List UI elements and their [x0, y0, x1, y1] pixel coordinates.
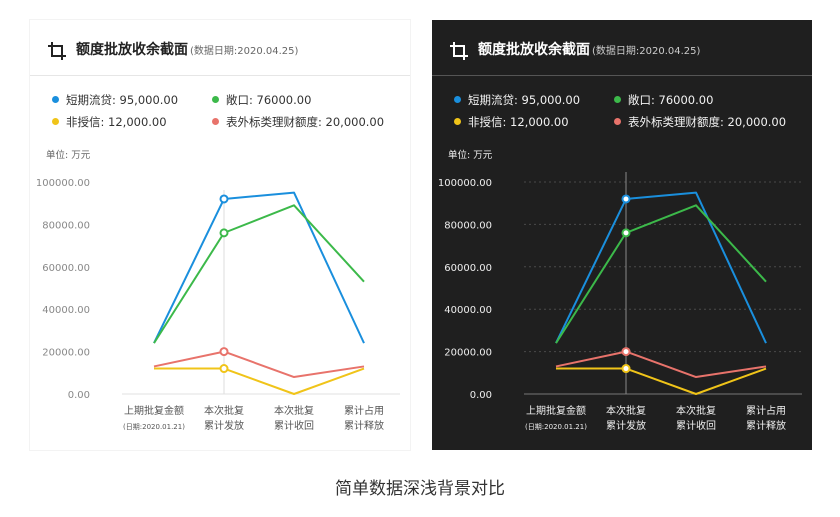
legend-marker — [52, 96, 59, 103]
panel-date: (数据日期:2020.04.25) — [190, 46, 299, 57]
panel-title: 额度批放收余截面 (数据日期:2020.04.25) — [478, 42, 701, 58]
caption: 简单数据深浅背景对比 — [335, 479, 505, 499]
x-tick-label: 累计收回 — [274, 419, 314, 432]
x-tick-label: 累计发放 — [606, 419, 646, 432]
y-tick-label: 0.00 — [68, 390, 90, 401]
legend-item: 敞口: 76000.00 — [614, 92, 713, 108]
legend-marker — [212, 118, 219, 125]
dark-panel: 额度批放收余截面 (数据日期:2020.04.25) 短期流贷: 95,000.0… — [432, 20, 812, 450]
legend-marker — [52, 118, 59, 125]
panel-header: 额度批放收余截面 (数据日期:2020.04.25) — [30, 20, 410, 76]
x-tick-label: 本次批复 — [204, 404, 244, 417]
data-point — [219, 364, 229, 374]
series-line — [154, 367, 365, 395]
legend-marker — [614, 96, 621, 103]
data-point — [621, 364, 631, 374]
x-tick-label: 本次批复 — [274, 404, 314, 417]
series-line — [555, 204, 767, 344]
legend-item: 非授信: 12,000.00 — [52, 114, 167, 130]
y-tick-label: 100000.00 — [438, 178, 492, 189]
legend-item: 非授信: 12,000.00 — [454, 114, 569, 130]
x-tick-label: (日期:2020.01.21) — [525, 423, 587, 431]
legend-item: 短期流贷: 95,000.00 — [454, 92, 580, 108]
data-point — [219, 347, 229, 357]
x-tick-label: 累计占用 — [746, 404, 786, 417]
panel-header: 额度批放收余截面 (数据日期:2020.04.25) — [432, 20, 812, 76]
x-tick-label: 累计释放 — [746, 419, 786, 432]
x-tick-label: 累计发放 — [204, 419, 244, 432]
line-chart: 100000.00 80000.00 60000.00 40000.00 20000.0… — [36, 178, 400, 432]
series-line — [556, 367, 767, 395]
x-tick-label: 上期批复金额 — [124, 404, 184, 417]
legend-marker — [454, 118, 461, 125]
x-tick-label: 上期批复金额 — [526, 404, 586, 417]
y-tick-label: 20000.00 — [444, 348, 492, 359]
panel-title: 额度批放收余截面 (数据日期:2020.04.25) — [76, 42, 299, 58]
data-point — [621, 228, 631, 238]
legend-item: 表外标类理财额度: 20,000.00 — [212, 114, 384, 130]
series-line — [153, 191, 365, 344]
crop-icon — [450, 42, 468, 60]
y-tick-label: 40000.00 — [444, 305, 492, 316]
series-line — [555, 191, 767, 344]
legend-marker — [212, 96, 219, 103]
x-tick-label: 本次批复 — [606, 404, 646, 417]
y-tick-label: 40000.00 — [42, 305, 90, 316]
y-tick-label: 20000.00 — [42, 348, 90, 359]
x-tick-label: 累计收回 — [676, 419, 716, 432]
crop-icon — [48, 42, 66, 60]
series-line — [153, 350, 365, 379]
data-point — [219, 228, 229, 238]
y-tick-label: 80000.00 — [444, 220, 492, 231]
legend-marker — [454, 96, 461, 103]
x-tick-label: 本次批复 — [676, 404, 716, 417]
light-panel: 额度批放收余截面 (数据日期:2020.04.25) 短期流贷: 95,000.0… — [30, 20, 410, 450]
x-tick-label: 累计释放 — [344, 419, 384, 432]
unit-label: 单位: 万元 — [448, 150, 493, 161]
legend-item: 敞口: 76000.00 — [212, 92, 311, 108]
legend-item: 表外标类理财额度: 20,000.00 — [614, 114, 786, 130]
legend-item: 短期流贷: 95,000.00 — [52, 92, 178, 108]
x-tick-label: 累计占用 — [344, 404, 384, 417]
line-chart: 100000.00 80000.00 60000.00 40000.00 20000.0… — [438, 172, 802, 432]
y-tick-label: 0.00 — [470, 390, 492, 401]
x-tick-label: (日期:2020.01.21) — [123, 423, 185, 431]
data-point — [621, 347, 631, 357]
y-tick-label: 100000.00 — [36, 178, 90, 189]
y-tick-label: 60000.00 — [444, 263, 492, 274]
series-line — [153, 204, 365, 344]
y-tick-label: 60000.00 — [42, 263, 90, 274]
legend-marker — [614, 118, 621, 125]
unit-label: 单位: 万元 — [46, 150, 91, 161]
y-tick-label: 80000.00 — [42, 220, 90, 231]
series-line — [555, 350, 767, 379]
data-point — [219, 194, 229, 204]
data-point — [621, 194, 631, 204]
panel-date: (数据日期:2020.04.25) — [592, 46, 701, 57]
